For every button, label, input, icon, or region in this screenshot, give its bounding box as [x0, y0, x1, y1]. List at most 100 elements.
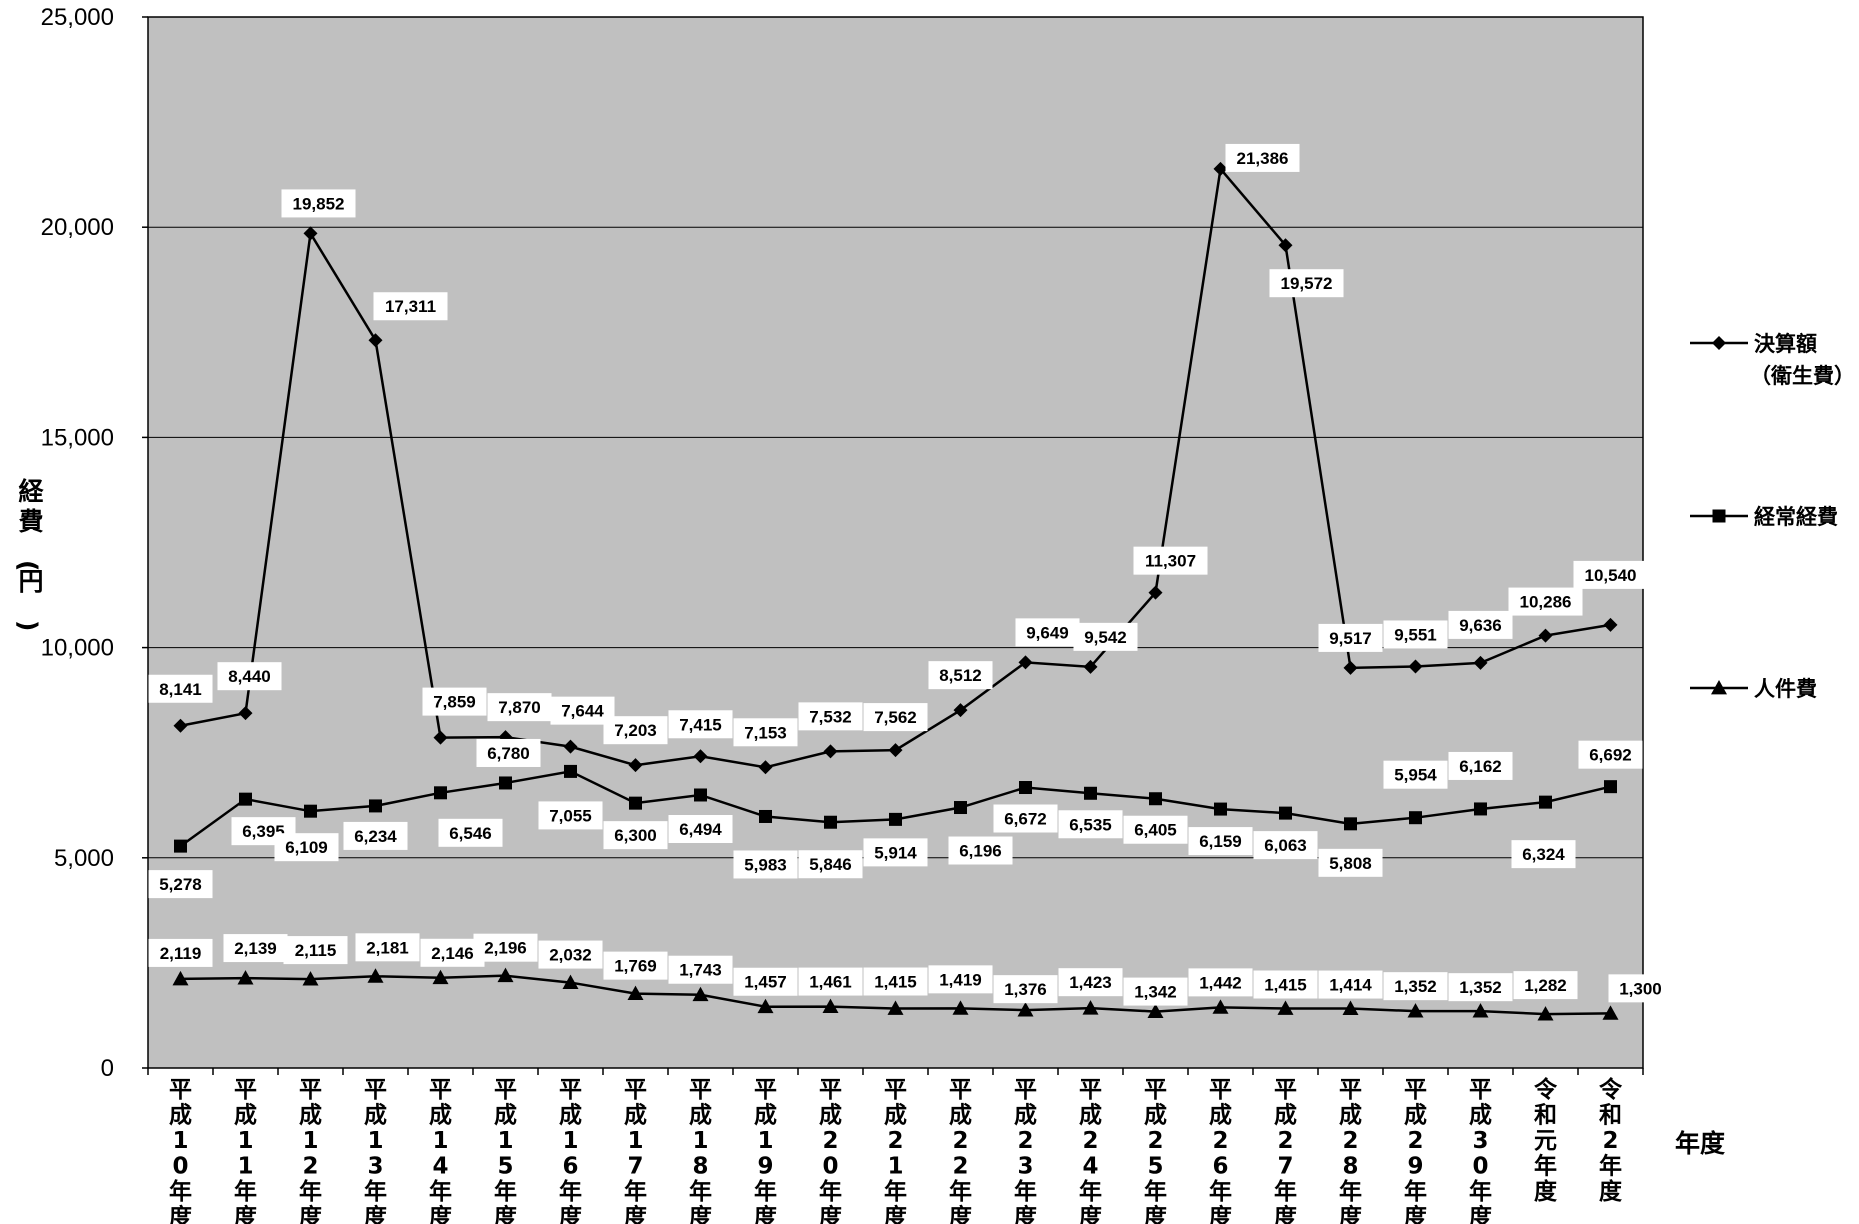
data-label: 6,535	[1069, 815, 1112, 834]
data-point-triangle	[952, 1000, 969, 1015]
data-label: 6,300	[614, 826, 657, 845]
data-label-box	[993, 975, 1058, 1004]
y-tick-label: 10,000	[41, 635, 114, 662]
plot-background	[147, 16, 1644, 1069]
data-point-triangle	[302, 971, 319, 986]
data-point-square	[434, 786, 447, 800]
data-label-box	[1383, 760, 1448, 789]
x-tick-label: 平成 1 5 年度	[494, 1077, 518, 1224]
data-label: 1,743	[679, 961, 722, 980]
data-label: 5,954	[1394, 766, 1437, 785]
data-label: 5,808	[1329, 854, 1372, 873]
data-point-square	[564, 764, 577, 778]
data-label: 7,870	[498, 698, 541, 717]
data-point-diamond	[238, 706, 253, 721]
y-tick-label: 20,000	[41, 214, 114, 241]
data-point-triangle	[1082, 1000, 1099, 1015]
data-label-box	[438, 818, 503, 847]
data-label-box	[1573, 560, 1648, 589]
data-point-diamond	[1538, 628, 1553, 643]
data-point-triangle	[1212, 999, 1229, 1014]
data-point-square	[1279, 806, 1292, 820]
data-label-box	[798, 702, 863, 731]
data-label: 1,415	[874, 973, 917, 992]
data-label: 21,386	[1237, 149, 1289, 168]
data-point-diamond	[173, 718, 188, 733]
data-label: 2,119	[160, 944, 202, 963]
data-point-square	[499, 776, 512, 790]
data-label: 9,542	[1084, 628, 1127, 647]
data-label: 7,055	[549, 806, 592, 825]
x-tick-label: 平成 2 8 年度	[1339, 1077, 1363, 1224]
data-label: 1,442	[1199, 973, 1242, 992]
data-point-diamond	[758, 760, 773, 775]
data-point-diamond	[1603, 617, 1618, 632]
data-label-box	[1513, 971, 1578, 1000]
data-label: 9,551	[1394, 625, 1437, 644]
x-tick-label: 平成 2 6 年度	[1209, 1077, 1233, 1224]
x-tick-label: 平成 1 2 年度	[299, 1077, 323, 1224]
x-axis-title: 年度	[1675, 1129, 1725, 1158]
data-label: 1,376	[1004, 980, 1047, 999]
data-label: 5,846	[809, 855, 852, 874]
data-label-box	[863, 703, 928, 732]
data-label-box	[668, 814, 733, 843]
data-point-diamond	[1408, 659, 1423, 674]
data-label-box	[733, 850, 798, 879]
data-label-box	[1383, 972, 1448, 1001]
x-tick-label: 平成 1 1 年度	[234, 1077, 258, 1224]
data-label: 6,109	[285, 838, 328, 857]
data-label: 7,153	[744, 723, 787, 742]
data-label: 6,063	[1264, 836, 1307, 855]
data-label: 8,440	[228, 667, 271, 686]
data-point-square	[954, 801, 967, 815]
data-label-box	[1253, 831, 1318, 860]
data-point-triangle	[432, 969, 449, 985]
data-label-box	[1448, 751, 1513, 780]
x-axis: 平成 1 0 年度 平成 1 1 年度 平成 1 2 年度 平成 1 3 年度 平成 1 4 年度 平成 1 5 年度 平成 1 6…	[147, 1068, 1644, 1224]
data-label: 2,032	[549, 946, 592, 965]
y-axis-title-text: 経費(円)	[13, 477, 44, 631]
data-label-box	[355, 933, 420, 962]
data-label: 1,461	[809, 973, 852, 992]
x-tick-label: 令和元年度	[1534, 1076, 1558, 1205]
data-point-square	[1539, 795, 1552, 809]
data-point-triangle	[1472, 1003, 1489, 1018]
data-label: 1,352	[1394, 977, 1437, 996]
data-point-square	[369, 799, 382, 813]
data-label: 6,494	[679, 820, 722, 839]
data-label-box	[928, 661, 993, 690]
data-label-box	[668, 710, 733, 739]
data-label: 1,457	[744, 973, 787, 992]
x-tick-label: 平成 2 3 年度	[1014, 1077, 1038, 1224]
data-label-box	[733, 967, 798, 996]
data-label: 1,419	[939, 970, 982, 989]
data-label-box	[1448, 973, 1513, 1002]
y-tick-label: 25,000	[41, 4, 114, 31]
data-label: 7,203	[614, 721, 657, 740]
data-label: 1,300	[1619, 979, 1662, 998]
data-label-box	[274, 833, 339, 862]
x-tick-label: 平成 1 4 年度	[429, 1077, 453, 1224]
data-point-square	[1604, 780, 1617, 794]
data-label: 6,162	[1459, 757, 1502, 776]
data-point-square	[1474, 802, 1487, 816]
data-label: 8,512	[939, 666, 982, 685]
y-tick-label: 5,000	[54, 845, 114, 872]
data-label-box	[1578, 740, 1643, 769]
data-label: 6,234	[354, 827, 397, 846]
data-label-box	[343, 821, 408, 850]
data-label: 6,159	[1199, 832, 1242, 851]
data-point-triangle	[562, 974, 579, 989]
data-label-box	[148, 674, 213, 703]
data-label: 11,307	[1145, 552, 1196, 571]
series-markers	[172, 161, 1619, 1021]
data-point-diamond	[1278, 238, 1293, 253]
data-point-diamond	[628, 758, 643, 773]
data-label-box	[1318, 848, 1383, 877]
data-label: 1,352	[1459, 978, 1502, 997]
data-label-box	[1123, 815, 1188, 844]
data-point-diamond	[1473, 655, 1488, 670]
data-label: 6,405	[1134, 821, 1177, 840]
